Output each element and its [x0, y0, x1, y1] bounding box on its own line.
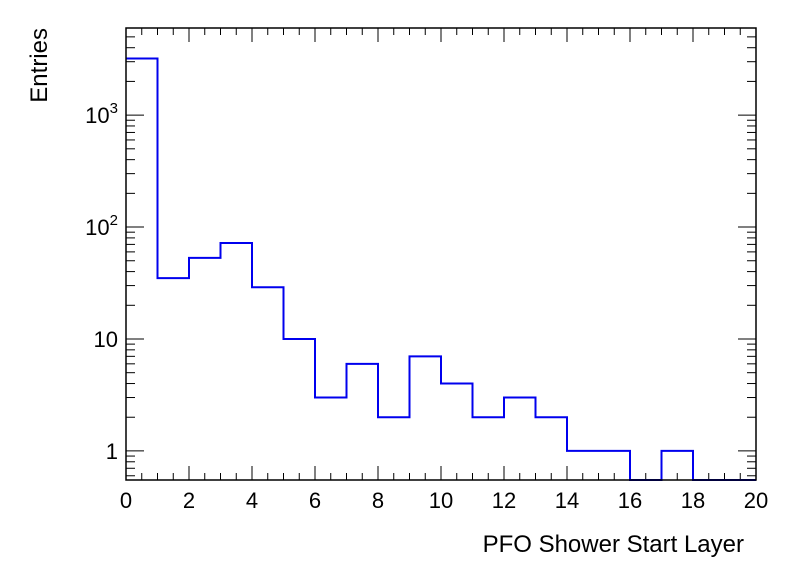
- x-tick-label: 18: [681, 488, 705, 513]
- y-tick-label: 103: [85, 100, 118, 128]
- x-axis-title: PFO Shower Start Layer: [483, 531, 744, 558]
- x-tick-label: 20: [744, 488, 768, 513]
- x-tick-label: 6: [309, 488, 321, 513]
- x-tick-label: 8: [372, 488, 384, 513]
- x-tick-label: 0: [120, 488, 132, 513]
- x-tick-label: 16: [618, 488, 642, 513]
- x-tick-label: 2: [183, 488, 195, 513]
- x-tick-label: 10: [429, 488, 453, 513]
- y-axis-title: Entries: [26, 28, 53, 103]
- x-tick-label: 14: [555, 488, 579, 513]
- axis-ticks: [125, 27, 757, 480]
- y-tick-label: 102: [85, 212, 118, 240]
- histogram-series-line: [126, 57, 756, 481]
- y-tick-label: 10: [94, 327, 118, 352]
- tick-labels: 0 2 4 6 8 10 12 14 16 18 20 1 10 102 103: [85, 100, 768, 513]
- plot-frame: [125, 27, 757, 481]
- y-tick-label: 1: [106, 439, 118, 464]
- x-tick-label: 12: [492, 488, 516, 513]
- x-tick-label: 4: [246, 488, 258, 513]
